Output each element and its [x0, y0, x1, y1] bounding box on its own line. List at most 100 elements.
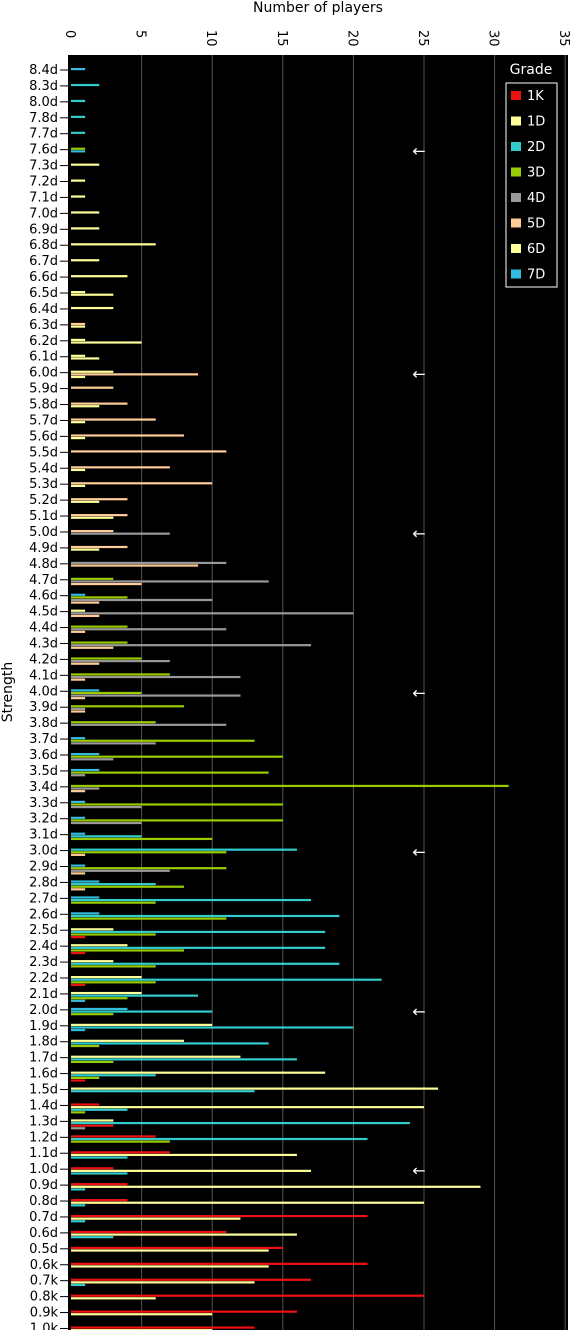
- y-tick-label: 3.6d: [29, 748, 58, 763]
- bar-1d: [71, 436, 86, 440]
- plot-background: [68, 55, 568, 1330]
- y-tick-label: 1.0d: [29, 1162, 58, 1177]
- y-tick-label: 4.8d: [29, 557, 58, 572]
- bar-3d: [71, 917, 227, 920]
- bar-4d: [71, 707, 86, 710]
- bar-2d: [71, 1172, 128, 1175]
- bar-3d: [71, 739, 255, 742]
- x-tick-label: 25: [415, 30, 430, 47]
- arrow-marker: ←: [412, 1002, 425, 1021]
- bar-3d: [71, 1140, 170, 1143]
- legend-label: 6D: [527, 242, 545, 257]
- bar-1k: [71, 1294, 424, 1297]
- bar-1k: [71, 1310, 297, 1313]
- y-tick-label: 5.6d: [29, 429, 58, 444]
- bar-2d: [71, 1090, 255, 1093]
- bar-2d: [71, 1121, 410, 1125]
- bar-4d: [71, 787, 100, 790]
- y-tick-labels: 8.4d8.3d8.0d7.8d7.7d7.6d7.3d7.2d7.1d7.0d…: [29, 63, 68, 1330]
- bar-1k: [71, 1079, 86, 1082]
- y-tick-label: 1.3d: [29, 1114, 58, 1129]
- bar-5d: [71, 662, 100, 665]
- x-tick-label: 35: [556, 30, 571, 47]
- y-tick-label: 4.6d: [29, 589, 58, 604]
- legend-swatch: [511, 218, 521, 228]
- bar-7d: [71, 752, 100, 756]
- bar-3d: [71, 755, 283, 758]
- bar-1k: [71, 1262, 368, 1265]
- bar-2d: [71, 1074, 156, 1077]
- y-tick-label: 5.2d: [29, 493, 58, 508]
- bar-1k: [71, 1151, 170, 1154]
- bar-2d: [71, 1220, 86, 1223]
- bar-4d: [71, 561, 227, 565]
- bar-3d: [71, 819, 283, 822]
- legend-swatch: [511, 167, 521, 177]
- y-tick-label: 0.5d: [29, 1242, 58, 1257]
- y-tick-label: 2.2d: [29, 971, 58, 986]
- bar-1d: [71, 275, 128, 278]
- legend-label: 1D: [527, 115, 545, 130]
- bar-3d: [71, 147, 86, 150]
- y-tick-label: 2.9d: [29, 860, 58, 875]
- bar-3d: [71, 949, 184, 952]
- bar-2d: [71, 978, 382, 981]
- y-tick-label: 1.4d: [29, 1098, 58, 1113]
- bar-4d: [71, 580, 269, 583]
- bar-1d: [71, 341, 142, 344]
- bar-2d: [71, 115, 86, 118]
- y-tick-label: 2.6d: [29, 907, 58, 922]
- bar-1d: [71, 1055, 241, 1058]
- y-tick-label: 7.7d: [29, 127, 58, 142]
- bar-5d: [71, 630, 86, 633]
- y-tick-label: 5.1d: [29, 509, 58, 524]
- bar-5d: [71, 418, 156, 421]
- y-tick-label: 1.6d: [29, 1067, 58, 1082]
- bar-5d: [71, 402, 128, 405]
- bar-1d: [71, 227, 100, 230]
- bar-2d: [71, 99, 86, 103]
- bar-1d: [71, 243, 156, 246]
- y-tick-label: 4.2d: [29, 652, 58, 667]
- y-tick-label: 6.8d: [29, 238, 58, 253]
- legend-label: 7D: [527, 268, 545, 283]
- bar-2d: [71, 1188, 86, 1191]
- bar-1d: [71, 1119, 114, 1122]
- bar-7d: [71, 800, 86, 803]
- bar-2d: [71, 83, 100, 87]
- bar-2d: [71, 1010, 213, 1013]
- y-tick-label: 3.1d: [29, 828, 58, 843]
- y-tick-label: 2.1d: [29, 987, 58, 1002]
- legend-title: Grade: [510, 62, 553, 78]
- bar-3d: [71, 981, 156, 984]
- bar-2d: [71, 1026, 354, 1029]
- bar-5d: [71, 646, 114, 649]
- x-axis-title: Number of players: [253, 0, 383, 16]
- y-tick-label: 1.1d: [29, 1146, 58, 1161]
- bar-2d: [71, 962, 340, 965]
- legend-swatch: [511, 116, 521, 126]
- y-tick-label: 0.8d: [29, 1194, 58, 1209]
- y-tick-label: 7.8d: [29, 111, 58, 126]
- legend-label: 1K: [527, 89, 544, 104]
- bar-2d: [71, 1156, 128, 1159]
- bar-5d: [71, 322, 86, 326]
- bar-1k: [71, 983, 86, 987]
- bar-1d: [71, 1153, 297, 1157]
- bar-7d: [71, 1007, 128, 1011]
- bar-7d: [71, 768, 100, 772]
- bar-6d: [71, 375, 86, 379]
- bar-4d: [71, 694, 241, 697]
- legend-label: 5D: [527, 217, 545, 232]
- bar-4d: [71, 628, 227, 631]
- y-tick-label: 5.8d: [29, 398, 58, 413]
- y-tick-label: 2.7d: [29, 891, 58, 906]
- bar-7d: [71, 999, 86, 1002]
- y-tick-label: 3.3d: [29, 796, 58, 811]
- bar-2d: [71, 914, 340, 918]
- bar-6d: [71, 291, 86, 294]
- y-tick-label: 4.5d: [29, 605, 58, 620]
- bar-2d: [71, 883, 156, 886]
- bar-2d: [71, 994, 199, 997]
- y-tick-label: 1.5d: [29, 1083, 58, 1098]
